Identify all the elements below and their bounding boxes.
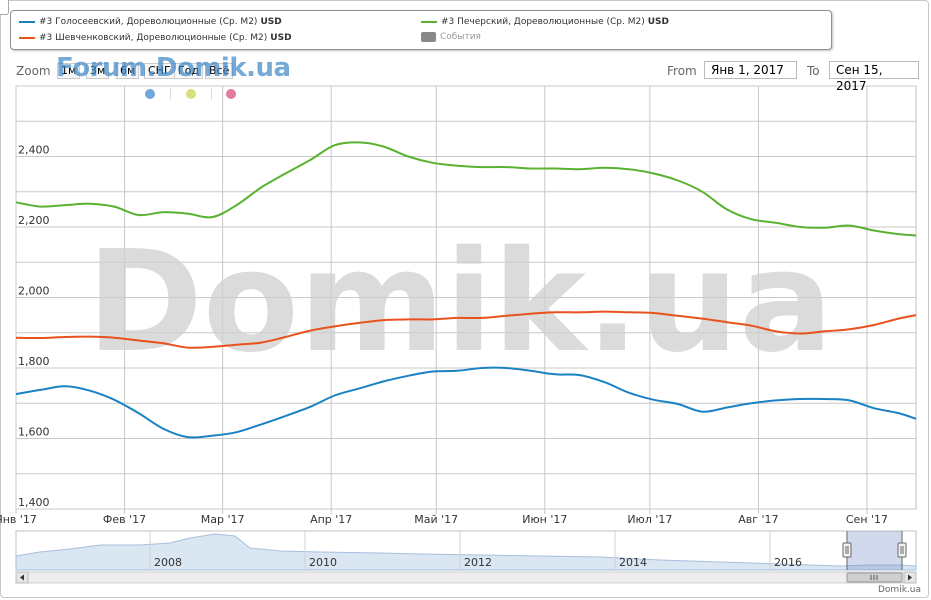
to-date-input[interactable]: Сен 15, 2017	[829, 61, 919, 93]
legend-swatch	[19, 37, 35, 39]
navigator-year-label: 2014	[619, 556, 647, 569]
y-tick-label: 1,600	[18, 426, 50, 439]
legend-item-shevchenkovsky[interactable]: #3 Шевченковский, Дореволюционные (Ср. М…	[19, 33, 292, 43]
legend-label: #3 Голосеевский, Дореволюционные (Ср. М2…	[39, 17, 258, 27]
legend-item-events[interactable]: События	[421, 32, 481, 42]
from-date-input[interactable]: Янв 1, 2017	[704, 61, 797, 79]
legend-label: #3 Шевченковский, Дореволюционные (Ср. М…	[39, 33, 268, 43]
scroll-left-arrow-icon	[20, 574, 24, 581]
y-tick-label: 2,400	[18, 144, 50, 157]
zoom-label: Zoom	[16, 64, 51, 78]
event-marker-yellow[interactable]	[186, 89, 196, 99]
navigator-year-label: 2016	[774, 556, 802, 569]
legend-swatch	[19, 21, 35, 23]
to-label: To	[807, 64, 820, 78]
zoom-1m-button[interactable]: 1м	[57, 63, 81, 79]
corner-handle[interactable]	[0, 0, 9, 15]
x-tick-label: Фев '17	[103, 513, 146, 526]
y-tick-label: 1,400	[18, 496, 50, 509]
x-tick-label: Мар '17	[201, 513, 245, 526]
event-marker-pink[interactable]	[226, 89, 236, 99]
x-tick-label: Июл '17	[627, 513, 672, 526]
watermark-small: Forum.Domik.ua	[56, 53, 291, 83]
x-tick-label: Янв '17	[0, 513, 37, 526]
series-line-0[interactable]	[15, 141, 917, 237]
legend-swatch	[421, 21, 437, 23]
zoom-1y-button[interactable]: Год	[174, 63, 204, 79]
navigator-handle-left[interactable]	[842, 542, 852, 558]
y-tick-label: 2,000	[18, 285, 50, 298]
navigator-handle-right[interactable]	[897, 542, 907, 558]
x-tick-label: Авг '17	[738, 513, 778, 526]
events-swatch	[421, 32, 436, 42]
legend-label: #3 Печерский, Дореволюционные (Ср. М2)	[441, 17, 645, 27]
legend-item-goloseevsky[interactable]: #3 Голосеевский, Дореволюционные (Ср. М2…	[19, 17, 282, 27]
axis-layer: 1,400 1,600 1,800 2,000 2,200 2,400 Янв '17 Фев…	[0, 144, 888, 527]
zoom-3m-button[interactable]: 3м	[86, 63, 110, 79]
navigator: 2008 2010 2012 2014 2016	[15, 530, 917, 584]
legend: #3 Голосеевский, Дореволюционные (Ср. М2…	[10, 10, 832, 50]
grid-lines	[15, 85, 917, 514]
navigator-year-label: 2010	[309, 556, 337, 569]
navigator-selection[interactable]	[847, 531, 902, 570]
navigator-year-label: 2008	[154, 556, 182, 569]
from-label: From	[667, 64, 697, 78]
watermark-layer: Domik.ua	[87, 221, 834, 384]
series-line-2[interactable]	[15, 366, 917, 439]
legend-item-pechersky[interactable]: #3 Печерский, Дореволюционные (Ср. М2) U…	[421, 17, 669, 27]
y-tick-label: 2,200	[18, 214, 50, 227]
legend-label: События	[440, 32, 481, 42]
scrollbar-track[interactable]	[15, 571, 917, 584]
x-tick-label: Сен '17	[846, 513, 888, 526]
series-layer	[15, 141, 917, 439]
x-tick-label: Май '17	[414, 513, 458, 526]
x-tick-label: Июн '17	[522, 513, 567, 526]
event-separator	[170, 88, 171, 100]
zoom-all-button[interactable]: Всё	[205, 63, 234, 79]
navigator-year-label: 2012	[464, 556, 492, 569]
series-line-1[interactable]	[15, 310, 917, 349]
credit-link[interactable]: Domik.ua	[878, 585, 921, 595]
event-separator	[211, 88, 212, 100]
legend-unit: USD	[270, 33, 292, 43]
legend-unit: USD	[260, 17, 282, 27]
y-tick-label: 1,800	[18, 355, 50, 368]
event-marker-blue[interactable]	[145, 89, 155, 99]
scroll-right-arrow-icon	[908, 574, 912, 581]
watermark-big: Domik.ua	[87, 221, 834, 384]
legend-unit: USD	[647, 17, 669, 27]
zoom-6m-button[interactable]: 6м	[116, 63, 140, 79]
zoom-ytd-button[interactable]: СНГ	[144, 63, 175, 79]
x-tick-label: Апр '17	[310, 513, 352, 526]
